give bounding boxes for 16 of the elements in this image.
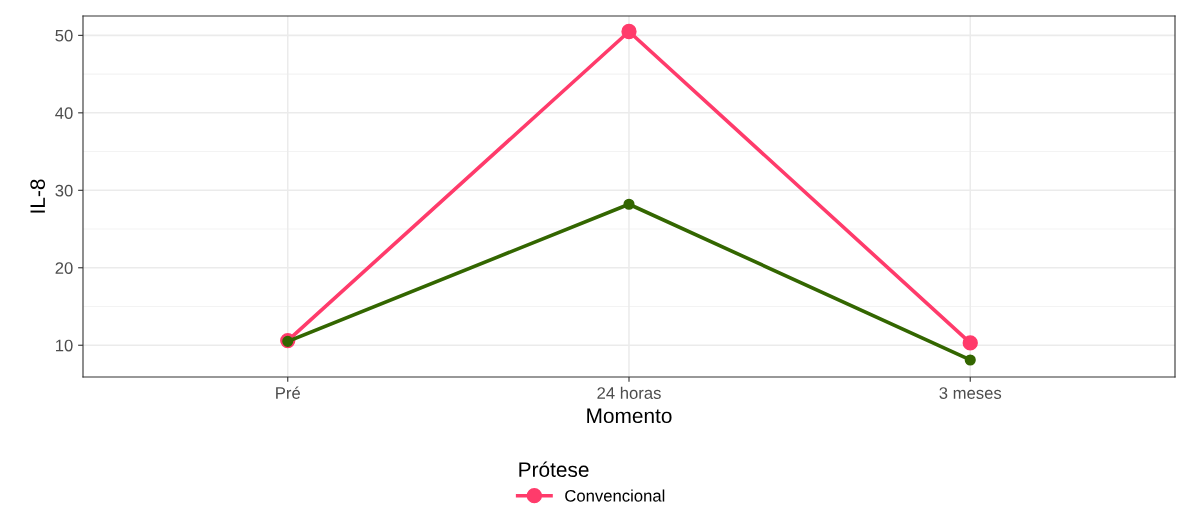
legend-title: Prótese [519,461,589,478]
x-axis-title: Momento [587,408,672,424]
point [964,354,976,366]
y-tick-label: 30 [55,184,73,197]
y-axis-title: IL-8 [30,179,46,213]
y-tick-label: 10 [56,339,73,352]
point [621,23,637,40]
x-tick-label: Pré [276,386,300,399]
y-tick-label: 50 [55,29,73,42]
x-tick-label: 3 meses [939,387,1002,399]
y-tick-label: 40 [55,107,73,120]
x-tick-label: 24 horas [597,386,661,399]
point [962,335,978,351]
legend-label: Convencional [565,489,665,502]
point [623,198,635,210]
y-tick-label: 20 [55,262,73,274]
